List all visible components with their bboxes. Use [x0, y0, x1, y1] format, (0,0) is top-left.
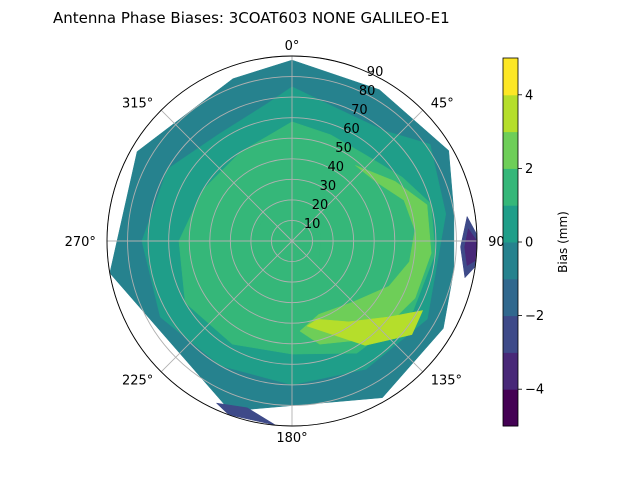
azimuth-tick-label: 135° — [431, 374, 462, 389]
contour-region — [215, 402, 277, 426]
azimuth-gridline — [291, 240, 424, 373]
polar-grid — [106, 55, 478, 427]
colorbar-band — [503, 389, 518, 427]
azimuth-tick-label: 225° — [122, 374, 153, 389]
colorbar-tick-label: −2 — [525, 309, 544, 324]
contour-region — [306, 310, 424, 346]
radial-tick-label: 80 — [359, 84, 376, 99]
azimuth-gridline — [291, 109, 424, 242]
radial-tick-label: 60 — [343, 122, 360, 137]
colorbar-tick-label: −4 — [525, 383, 544, 398]
azimuth-tick-label: 270° — [65, 235, 96, 250]
radial-tick-label: 40 — [328, 160, 345, 175]
colorbar-band — [503, 58, 518, 96]
colorbar-bands — [503, 58, 518, 427]
contour-fill — [109, 56, 477, 426]
colorbar-band — [503, 278, 518, 317]
radial-tick-label: 90 — [367, 65, 384, 80]
radial-tick-label: 50 — [335, 141, 352, 156]
azimuth-gridline — [160, 109, 293, 242]
contour-region — [464, 228, 477, 267]
colorbar: −4 −2 0 2 4 Bias (mm) — [502, 57, 570, 427]
contour-region — [299, 165, 432, 345]
colorbar-ticks: −4 −2 0 2 4 — [518, 88, 544, 398]
colorbar-band — [503, 168, 518, 206]
azimuth-tick-label: 0° — [285, 39, 300, 54]
azimuth-tick-label: 45° — [431, 96, 454, 111]
colorbar-band — [503, 131, 518, 169]
radial-tick-label: 70 — [351, 103, 368, 118]
azimuth-gridline — [160, 240, 293, 373]
radial-tick-label: 10 — [304, 217, 321, 232]
colorbar-band — [503, 352, 518, 390]
colorbar-band — [503, 205, 518, 243]
azimuth-tick-label: 180° — [276, 431, 307, 446]
colorbar-tick-label: 0 — [525, 236, 533, 251]
polar-frame — [106, 55, 478, 427]
azimuth-tick-label: 315° — [122, 96, 153, 111]
colorbar-tick-label: 4 — [525, 88, 533, 103]
radial-tick-label: 30 — [320, 179, 337, 194]
chart-title: Antenna Phase Biases: 3COAT603 NONE GALI… — [53, 9, 450, 27]
colorbar-band — [503, 242, 518, 280]
colorbar-label: Bias (mm) — [556, 211, 570, 273]
radial-tick-label: 20 — [312, 198, 329, 213]
polar-plot: 0°45°90°135°180°225°270°315° 10203040506… — [65, 39, 512, 446]
colorbar-tick-label: 2 — [525, 162, 533, 177]
colorbar-band — [503, 315, 518, 353]
radial-tick-labels: 10 20 30 40 50 60 70 80 90 — [304, 65, 383, 232]
colorbar-band — [503, 94, 518, 133]
